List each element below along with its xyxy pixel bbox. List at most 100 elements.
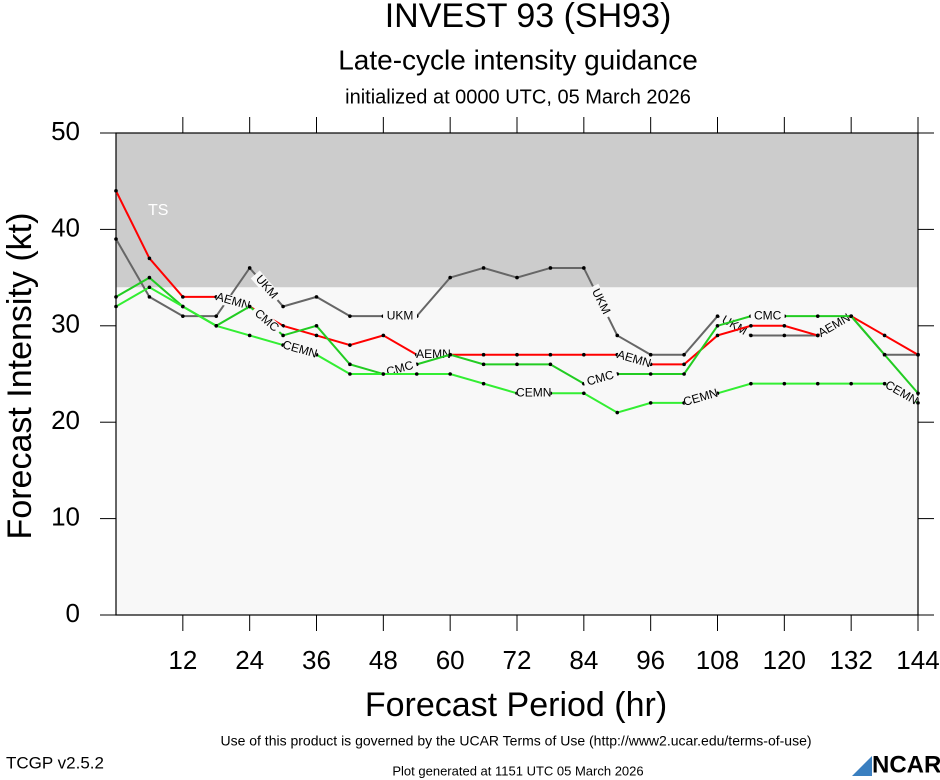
series-label-bg xyxy=(883,379,920,407)
series-point xyxy=(114,189,118,193)
x-tick-label: 12 xyxy=(168,645,197,675)
series-point xyxy=(114,304,118,309)
series-point xyxy=(782,324,787,328)
series-point xyxy=(348,372,352,376)
series-point xyxy=(181,314,185,318)
series-point xyxy=(648,401,653,405)
series-point xyxy=(281,333,285,338)
y-tick-label: 50 xyxy=(51,116,80,146)
y-tick-label: 30 xyxy=(51,309,80,339)
chart-subtitle: Late-cycle intensity guidance xyxy=(338,44,698,75)
series-point xyxy=(882,333,887,338)
series-point xyxy=(849,314,853,318)
x-tick-label: 96 xyxy=(636,645,665,675)
series-point xyxy=(114,237,118,241)
series-point xyxy=(147,275,152,280)
series-point xyxy=(582,266,586,270)
band-label: TS xyxy=(148,202,168,219)
series-point xyxy=(147,256,152,261)
series-label-bg xyxy=(249,305,284,337)
series-point xyxy=(548,362,553,367)
series-point xyxy=(548,266,553,270)
x-tick-label: 60 xyxy=(436,645,465,675)
x-tick-label: 36 xyxy=(302,645,331,675)
series-point xyxy=(815,314,820,318)
intensity-band xyxy=(116,133,918,288)
series-point xyxy=(749,333,753,338)
series-point xyxy=(314,333,319,338)
series-point xyxy=(849,381,853,386)
series-label-bg xyxy=(716,312,752,340)
series-point xyxy=(815,333,820,338)
series-point xyxy=(481,352,486,357)
series-point xyxy=(381,333,386,338)
series-point xyxy=(582,391,586,396)
y-tick-label: 10 xyxy=(51,501,80,531)
series-label: CMC xyxy=(754,308,782,322)
series-point xyxy=(515,362,519,367)
series-point xyxy=(715,324,720,328)
series-point xyxy=(715,333,720,338)
x-tick-label: 120 xyxy=(763,645,806,675)
series-point xyxy=(247,304,252,309)
x-tick-label: 72 xyxy=(503,645,532,675)
series-point xyxy=(916,391,920,396)
series-point xyxy=(181,295,185,299)
y-tick-label: 20 xyxy=(51,405,80,435)
version-text: TCGP v2.5.2 xyxy=(6,753,104,772)
series-point xyxy=(749,381,753,386)
series-point xyxy=(682,352,686,357)
series-point xyxy=(648,352,653,357)
series-point xyxy=(582,352,586,357)
series-point xyxy=(247,266,252,270)
x-tick-label: 108 xyxy=(696,645,739,675)
series-label-bg xyxy=(383,310,418,323)
series-label: UKM xyxy=(387,308,414,322)
chart-title: INVEST 93 (SH93) xyxy=(385,0,672,35)
series-point xyxy=(782,333,787,338)
series-point xyxy=(615,410,620,415)
series-point xyxy=(448,275,452,280)
series-point xyxy=(348,343,352,347)
y-tick-label: 0 xyxy=(66,598,80,628)
series-label-bg xyxy=(281,339,318,361)
series-point xyxy=(648,372,653,376)
series-point xyxy=(515,352,519,357)
x-tick-label: 84 xyxy=(569,645,598,675)
series-point xyxy=(147,295,152,299)
series-point xyxy=(682,362,686,367)
x-tick-label: 132 xyxy=(829,645,872,675)
series-point xyxy=(448,352,452,357)
series-label-bg xyxy=(582,368,619,390)
series-point xyxy=(481,266,486,270)
x-tick-label: 144 xyxy=(896,645,939,675)
series-point xyxy=(448,372,452,376)
series-label-bg xyxy=(750,310,785,323)
series-label-bg xyxy=(214,291,251,313)
series-point xyxy=(481,362,486,367)
series-point xyxy=(114,295,118,299)
series-point xyxy=(548,352,553,357)
init-text: initialized at 0000 UTC, 05 March 2026 xyxy=(345,86,691,108)
series-point xyxy=(214,314,219,318)
series-label-bg xyxy=(615,349,652,371)
series-label-bg xyxy=(250,270,283,305)
logo-text: NCAR xyxy=(872,751,940,778)
x-axis-label: Forecast Period (hr) xyxy=(365,686,667,724)
series-point xyxy=(782,381,787,386)
series-label-bg xyxy=(816,312,853,340)
series-point xyxy=(314,324,319,328)
series-point xyxy=(314,295,319,299)
series-point xyxy=(147,285,152,290)
series-label-bg xyxy=(516,387,551,400)
series-label: CEMN xyxy=(516,385,551,399)
series-point xyxy=(815,381,820,386)
series-point xyxy=(481,381,486,386)
series-point xyxy=(348,362,352,367)
series-point xyxy=(749,324,753,328)
series-point xyxy=(916,401,920,405)
series-point xyxy=(381,372,386,376)
series-point xyxy=(414,372,419,376)
generated-text: Plot generated at 1151 UTC 05 March 2026 xyxy=(392,763,643,778)
series-point xyxy=(214,324,219,328)
